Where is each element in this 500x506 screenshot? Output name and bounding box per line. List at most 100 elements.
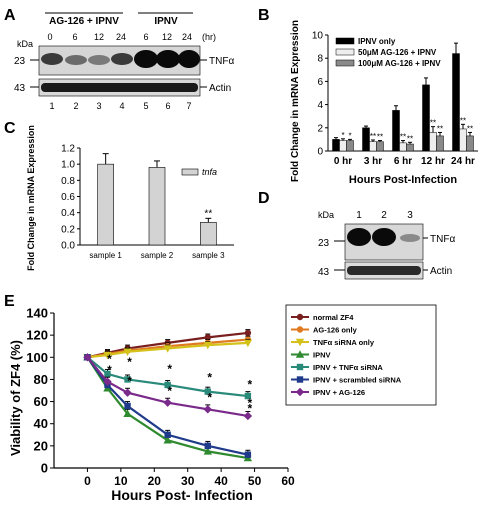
panel-e-sig-mark: * bbox=[127, 355, 132, 369]
panel-e-y-tick-label: 20 bbox=[34, 438, 48, 453]
panel-b-x-tick-label: 3 hr bbox=[364, 156, 382, 167]
panel-a-band bbox=[156, 50, 180, 68]
panel-b-x-tick-label: 12 hr bbox=[421, 156, 445, 167]
panel-d-actin-label: Actin bbox=[430, 266, 452, 277]
panel-a-time-7: 24 bbox=[182, 32, 192, 42]
panel-e-sig-mark: * bbox=[248, 402, 253, 416]
panel-e-sig-mark: * bbox=[167, 362, 172, 376]
panel-b-y-tick-label: 8 bbox=[317, 54, 323, 65]
panel-d-marker-23: 23 bbox=[318, 238, 330, 249]
panel-c-letter: C bbox=[4, 120, 16, 137]
panel-e-point bbox=[204, 442, 211, 450]
panel-e-point bbox=[124, 376, 131, 383]
panel-e-legend-label: IPNV + scrambled siRNA bbox=[313, 376, 402, 385]
panel-e-x-tick-label: 40 bbox=[214, 474, 228, 488]
panel-a-time-unit: (hr) bbox=[202, 32, 216, 42]
panel-e-y-tick-label: 80 bbox=[34, 372, 48, 387]
panel-e-legend-marker bbox=[295, 338, 305, 347]
panel-e-legend-box bbox=[285, 304, 437, 406]
panel-e-point bbox=[124, 402, 131, 410]
panel-c-bar bbox=[200, 222, 217, 246]
panel-c-y-tick-label: 0.6 bbox=[61, 192, 75, 203]
panel-e: E Viability of ZF4 (%) Hours Post- Infec… bbox=[4, 293, 437, 503]
panel-a-time-5: 6 bbox=[143, 32, 148, 42]
panel-e-point bbox=[244, 451, 252, 458]
panel-e-point bbox=[103, 351, 112, 360]
panel-e-point bbox=[123, 409, 132, 417]
panel-c-y-tick-label: 0.0 bbox=[61, 241, 75, 252]
panel-b-x-tick-label: 0 hr bbox=[334, 156, 352, 167]
panel-b-bar bbox=[429, 132, 437, 152]
panel-b-sig-mark: ** bbox=[400, 133, 406, 142]
panel-e-x-tick-label: 30 bbox=[181, 474, 195, 488]
panel-e-series-line bbox=[86, 356, 249, 460]
panel-e-point bbox=[203, 405, 212, 414]
panel-b-bar bbox=[346, 140, 354, 152]
panel-c-y-tick-label: 0.2 bbox=[61, 224, 75, 235]
panel-b-bar bbox=[452, 53, 460, 152]
panel-b-bar bbox=[422, 84, 430, 152]
panel-b-legend-label: IPNV only bbox=[358, 37, 396, 46]
panel-a-band bbox=[111, 53, 133, 65]
panel-a-band bbox=[65, 55, 87, 65]
panel-e-sig-mark: * bbox=[127, 374, 132, 388]
panel-b-x-tick-label: 6 hr bbox=[394, 156, 412, 167]
panel-c-x-tick-label: sample 3 bbox=[192, 251, 225, 260]
panel-a-lane-4: 4 bbox=[119, 101, 124, 111]
panel-e-ylabel: Viability of ZF4 (%) bbox=[8, 340, 23, 456]
panel-e-point bbox=[83, 353, 92, 362]
panel-a-time-3: 12 bbox=[94, 32, 104, 42]
panel-e-sig-mark: * bbox=[248, 396, 253, 410]
panel-b-bar bbox=[406, 143, 414, 152]
panel-d-letter: D bbox=[258, 190, 270, 207]
panel-d-lane-3: 3 bbox=[407, 210, 413, 221]
panel-c-chart: 0.0 0.2 0.4 0.6 0.8 1.0 1.2 sample 1 sample 2 sam… bbox=[61, 144, 234, 260]
panel-e-legend-label: AG-126 only bbox=[313, 326, 358, 335]
panel-c-sig-mark: ** bbox=[204, 208, 212, 219]
panel-d-band bbox=[347, 228, 371, 246]
panel-b-y-tick-label: 0 bbox=[317, 147, 323, 158]
panel-a: A AG-126 + IPNV IPNV kDa 0 6 12 24 6 12 … bbox=[4, 7, 234, 111]
panel-a-lane-3: 3 bbox=[96, 101, 101, 111]
panel-e-xlabel: Hours Post- Infection bbox=[111, 487, 253, 503]
panel-e-point bbox=[123, 388, 132, 397]
panel-e-point bbox=[164, 431, 171, 438]
panel-b-sig-mark: ** bbox=[407, 134, 413, 143]
panel-a-band bbox=[88, 55, 110, 65]
panel-b-bar bbox=[466, 135, 474, 152]
panel-a-group1-label: AG-126 + IPNV bbox=[49, 16, 119, 27]
panel-e-legend-label: IPNV + AG-126 bbox=[313, 388, 365, 397]
panel-e-point bbox=[244, 329, 252, 337]
panel-e-point bbox=[123, 348, 132, 356]
panel-e-point bbox=[164, 381, 171, 389]
panel-e-y-tick-label: 0 bbox=[41, 461, 48, 476]
panel-c-ylabel: Fold Change in mRNA Expression bbox=[26, 125, 36, 271]
panel-a-time-1: 0 bbox=[47, 32, 52, 42]
panel-e-sig-mark: * bbox=[207, 371, 212, 385]
panel-b: B Fold Change in mRNA Expression Hours P… bbox=[258, 7, 478, 186]
panel-b-legend-label: 50μM AG-126 + IPNV bbox=[358, 48, 437, 57]
panel-d-lane-2: 2 bbox=[381, 210, 387, 221]
panel-e-point bbox=[203, 447, 212, 455]
panel-e-legend-label: TNFα siRNA only bbox=[313, 338, 375, 347]
panel-c-legend-swatch bbox=[181, 168, 199, 176]
panel-b-bar bbox=[392, 110, 400, 152]
panel-e-point bbox=[243, 339, 253, 348]
panel-e-x-tick-label: 0 bbox=[84, 474, 91, 488]
panel-e-legend-label: IPNV + TNFα siRNA bbox=[313, 363, 383, 372]
panel-c-y-tick-label: 1.0 bbox=[61, 160, 75, 171]
panel-e-x-tick-label: 60 bbox=[281, 474, 295, 488]
panel-e-series-line bbox=[87, 341, 248, 359]
panel-a-band bbox=[134, 50, 158, 68]
panel-b-bar bbox=[362, 127, 370, 152]
panel-b-bar bbox=[339, 140, 347, 152]
panel-e-y-tick-label: 140 bbox=[26, 306, 48, 321]
panel-d-kda: kDa bbox=[318, 210, 334, 220]
panel-e-x-tick-label: 50 bbox=[248, 474, 262, 488]
panel-a-time-6: 12 bbox=[162, 32, 172, 42]
panel-b-y-tick-label: 10 bbox=[312, 31, 324, 42]
panel-e-legend-marker bbox=[296, 313, 304, 321]
